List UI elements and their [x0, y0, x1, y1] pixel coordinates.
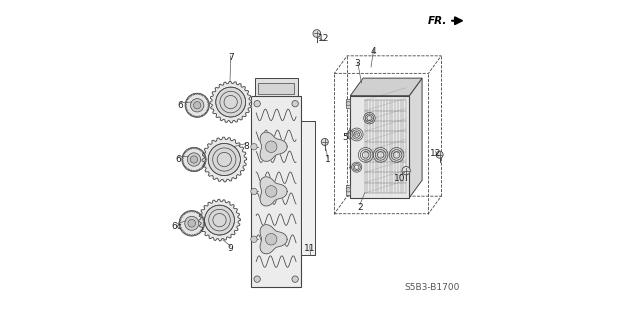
Bar: [301, 121, 316, 255]
Circle shape: [251, 236, 257, 242]
Circle shape: [205, 205, 234, 235]
Circle shape: [389, 148, 404, 162]
Bar: [346, 99, 350, 108]
Circle shape: [436, 151, 443, 158]
Polygon shape: [371, 145, 391, 165]
Text: 7: 7: [228, 53, 234, 62]
Text: FR.: FR.: [428, 16, 447, 26]
Text: 9: 9: [228, 244, 234, 253]
Circle shape: [351, 162, 362, 172]
Circle shape: [188, 219, 196, 227]
Circle shape: [216, 87, 246, 117]
Circle shape: [292, 100, 298, 107]
FancyBboxPatch shape: [252, 96, 301, 287]
Text: A/c: A/c: [353, 132, 360, 137]
Circle shape: [251, 144, 257, 150]
Circle shape: [190, 156, 198, 163]
Text: 5: 5: [342, 133, 348, 142]
Circle shape: [358, 148, 373, 162]
Polygon shape: [202, 137, 246, 182]
Circle shape: [182, 147, 206, 172]
Text: 12: 12: [430, 149, 441, 158]
Text: 12: 12: [318, 34, 330, 43]
Circle shape: [321, 138, 328, 145]
Text: S5B3-B1700: S5B3-B1700: [404, 283, 460, 292]
Bar: [258, 83, 294, 94]
Circle shape: [191, 99, 204, 112]
Polygon shape: [410, 78, 422, 198]
Polygon shape: [199, 199, 240, 241]
Circle shape: [402, 167, 410, 175]
Polygon shape: [349, 160, 364, 174]
Circle shape: [350, 128, 363, 141]
Text: 11: 11: [304, 244, 316, 253]
Polygon shape: [210, 81, 252, 123]
Polygon shape: [355, 145, 376, 165]
Circle shape: [251, 188, 257, 195]
Polygon shape: [362, 110, 378, 126]
Text: 6: 6: [175, 155, 181, 164]
Text: 3: 3: [355, 59, 360, 68]
Circle shape: [266, 234, 277, 245]
Circle shape: [266, 141, 277, 152]
Polygon shape: [260, 225, 287, 254]
Text: 6c: 6c: [171, 222, 182, 231]
Circle shape: [254, 100, 260, 107]
Circle shape: [208, 144, 241, 175]
Bar: [350, 96, 410, 198]
Circle shape: [313, 30, 321, 37]
Circle shape: [188, 153, 201, 166]
Text: 1: 1: [325, 155, 331, 164]
Polygon shape: [350, 78, 422, 96]
Polygon shape: [387, 145, 407, 165]
Circle shape: [185, 93, 209, 117]
Circle shape: [364, 112, 375, 124]
Text: 2: 2: [357, 203, 363, 212]
Text: 8: 8: [243, 142, 249, 151]
Circle shape: [185, 216, 199, 230]
Text: 4: 4: [371, 47, 376, 56]
Text: 10: 10: [394, 174, 406, 183]
Circle shape: [193, 102, 201, 109]
Circle shape: [346, 188, 351, 192]
Circle shape: [179, 211, 205, 236]
Circle shape: [292, 276, 298, 282]
Circle shape: [266, 186, 277, 197]
Text: 6: 6: [177, 101, 183, 110]
Circle shape: [254, 276, 260, 282]
Bar: [255, 78, 298, 96]
Polygon shape: [348, 126, 365, 144]
Polygon shape: [260, 132, 287, 161]
Circle shape: [373, 148, 388, 162]
Circle shape: [346, 101, 351, 106]
Polygon shape: [260, 177, 287, 206]
Bar: [346, 185, 350, 195]
